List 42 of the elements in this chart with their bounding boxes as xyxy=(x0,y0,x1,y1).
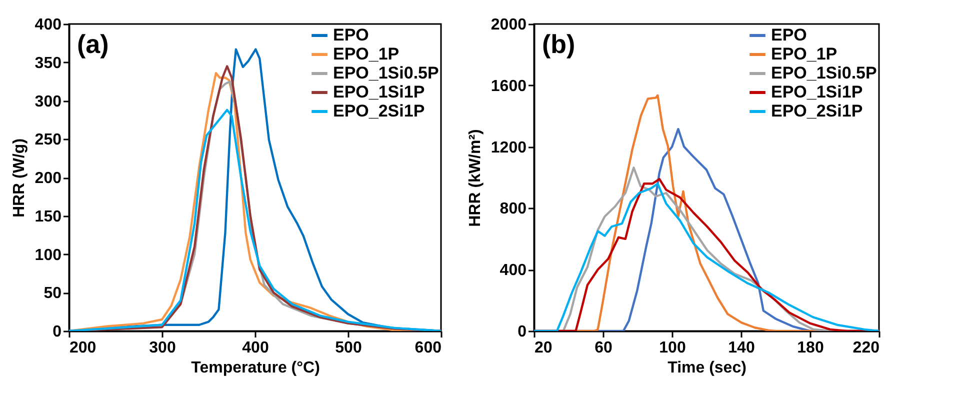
legend-label: EPO_1Si0.5P xyxy=(333,64,439,82)
x-tick-label: 200 xyxy=(70,340,96,356)
y-tick-label: 200 xyxy=(34,170,62,187)
x-tick-label: 20 xyxy=(534,340,552,356)
y-tick-label: 0 xyxy=(518,324,527,340)
x-tick-label: 100 xyxy=(659,340,686,356)
y-tick-label: 400 xyxy=(500,262,527,280)
y-tick-label: 0 xyxy=(52,324,62,340)
x-tick-label: 140 xyxy=(728,340,755,356)
x-tick-label: 60 xyxy=(594,340,612,356)
x-axis-title: Time (sec) xyxy=(668,360,746,376)
legend-label: EPO xyxy=(333,26,369,44)
legend-label: EPO_1P xyxy=(333,44,400,64)
y-tick-label: 400 xyxy=(34,16,62,34)
x-axis-title: Temperature (°C) xyxy=(191,360,320,376)
y-tick-label: 1200 xyxy=(490,139,527,156)
legend-label: EPO_2Si1P xyxy=(333,102,425,120)
legend-label: EPO_2Si1P xyxy=(771,102,863,120)
x-tick-label: 220 xyxy=(852,340,880,356)
y-axis-title: HRR (W/g) xyxy=(10,138,28,218)
y-tick-label: 250 xyxy=(34,132,62,149)
legend-label: EPO_1Si1P xyxy=(771,82,863,102)
x-tick-label: 300 xyxy=(149,340,176,356)
legend-label: EPO xyxy=(771,26,807,44)
x-tick-label: 600 xyxy=(414,340,442,356)
y-tick-label: 2000 xyxy=(490,16,527,34)
y-tick-label: 300 xyxy=(34,93,62,110)
legend-label: EPO_1Si0.5P xyxy=(771,64,877,82)
x-tick-label: 180 xyxy=(797,340,824,356)
annotation: (b) xyxy=(542,29,576,59)
y-tick-label: 1600 xyxy=(490,78,527,95)
y-tick-label: 350 xyxy=(34,54,62,72)
y-axis-title: HRR (kW/m²) xyxy=(466,129,484,227)
x-tick-label: 400 xyxy=(242,340,269,356)
y-tick-label: 800 xyxy=(500,200,527,218)
y-tick-label: 150 xyxy=(34,208,62,226)
y-tick-label: 50 xyxy=(44,285,62,302)
annotation: (a) xyxy=(77,29,109,59)
y-tick-label: 100 xyxy=(34,246,62,264)
x-tick-label: 500 xyxy=(335,340,362,356)
legend-label: EPO_1Si1P xyxy=(333,82,425,102)
legend-label: EPO_1P xyxy=(771,44,838,64)
